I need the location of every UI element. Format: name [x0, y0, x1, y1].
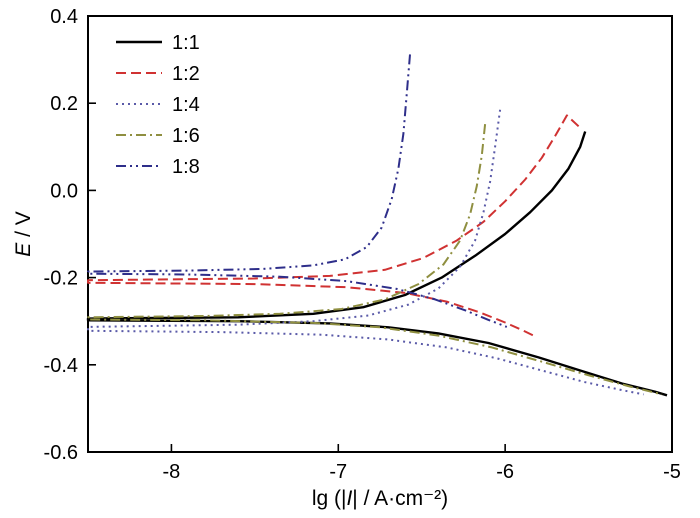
legend-label-1:6: 1:6 [172, 125, 200, 147]
x-tick-label: -5 [663, 461, 681, 483]
x-axis-label-pre: lg (| [311, 487, 347, 510]
y-tick-label: -0.6 [44, 442, 78, 464]
curve-1:2 [87, 114, 580, 337]
y-axis-unit: / V [12, 211, 35, 243]
plot-frame [87, 15, 673, 453]
x-axis-label-post: | / A·cm⁻²) [352, 487, 449, 510]
y-axis-label: E / V [12, 211, 36, 257]
y-tick-label: 0.0 [50, 180, 78, 202]
curve-1:8 [87, 54, 508, 328]
x-axis-label: lg (|I| / A·cm⁻²) [88, 486, 672, 511]
y-tick-label: -0.4 [44, 355, 78, 377]
y-axis-variable: E [12, 242, 35, 257]
curve-1:1 [86, 131, 668, 397]
legend-label-1:4: 1:4 [172, 94, 200, 116]
curve-1:6 [87, 123, 663, 396]
x-tick-label: -7 [329, 461, 347, 483]
y-tick-label: -0.2 [44, 268, 78, 290]
x-tick-label: -6 [496, 461, 514, 483]
legend-label-1:1: 1:1 [172, 32, 200, 54]
x-axis-variable: I [346, 487, 353, 510]
legend-label-1:8: 1:8 [172, 156, 200, 178]
y-tick-label: 0.2 [50, 93, 78, 115]
x-tick-label: -8 [163, 461, 181, 483]
curve-1:4 [87, 109, 644, 396]
legend-label-1:2: 1:2 [172, 63, 200, 85]
y-tick-label: 0.4 [50, 6, 78, 28]
